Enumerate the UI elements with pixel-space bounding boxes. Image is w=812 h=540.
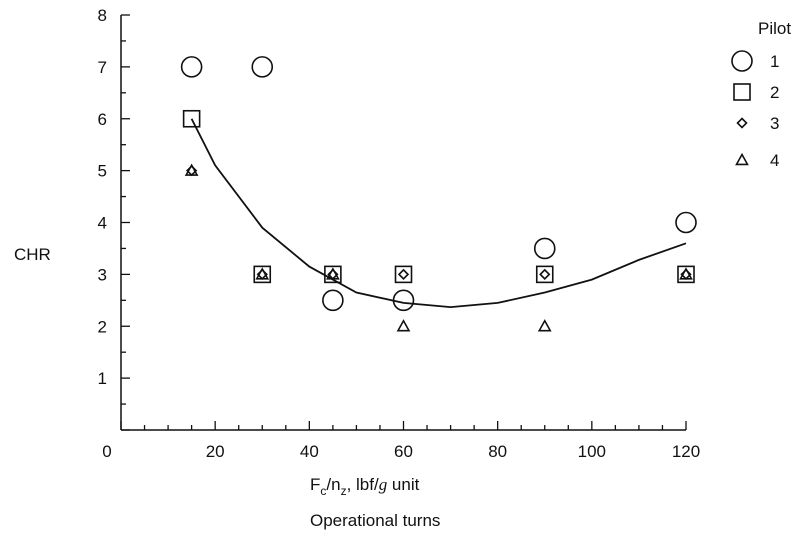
legend-marker-diamond [736,117,748,129]
legend-label: 3 [770,114,779,133]
data-point-pilot-1 [533,237,556,260]
y-tick-label: 8 [98,6,107,25]
data-points-layer [180,56,697,332]
x-tick-label: 20 [206,442,225,461]
data-point-pilot-2 [394,265,413,284]
data-point-pilot-4 [326,267,340,280]
fit-curve [190,118,687,309]
x-tick-label: 40 [300,442,319,461]
legend: Pilot 1 2 3 4 [731,19,791,170]
data-point-pilot-4 [184,163,199,176]
data-point-pilot-1 [180,56,203,78]
series-pilot-2 [182,109,695,284]
data-point-pilot-2 [253,265,272,284]
data-point-pilot-1 [675,211,697,234]
y-tick-label: 4 [98,214,107,233]
legend-item-pilot-4: 4 [735,151,779,170]
legend-label: 4 [770,151,779,170]
data-point-pilot-1 [392,289,415,312]
y-tick-label: 1 [98,369,107,388]
data-point-pilot-2 [535,265,554,284]
legend-label: 1 [770,52,779,71]
data-point-pilot-3 [397,268,410,281]
chart-caption: Operational turns [310,511,440,530]
fit-curve-layer [190,118,687,309]
legend-marker-triangle [735,152,749,166]
legend-item-pilot-2: 2 [733,83,779,102]
legend-title: Pilot [758,19,791,38]
legend-marker-square [733,83,751,101]
x-axis-label: Fc/nz, lbf/g unit [310,475,420,498]
x-tick-label: 120 [672,442,700,461]
y-tick-label: 2 [98,317,107,336]
x-tick-label: 80 [488,442,507,461]
y-tick-label: 7 [98,58,107,77]
series-pilot-1 [180,56,697,312]
data-point-pilot-2 [677,265,695,284]
data-point-pilot-2 [182,109,201,128]
y-tick-label: 6 [98,110,107,129]
data-point-pilot-1 [322,289,344,312]
data-point-pilot-4 [679,267,693,280]
data-point-pilot-4 [396,319,411,332]
data-point-pilot-4 [537,319,552,332]
x-tick-label: 100 [578,442,606,461]
y-axis-label: CHR [14,245,51,264]
series-pilot-4 [184,163,693,332]
y-tick-label: 5 [98,162,107,181]
y-tick-label: 3 [98,265,107,284]
series-pilot-3 [185,164,692,281]
data-point-pilot-1 [251,56,274,78]
legend-item-pilot-3: 3 [736,114,779,133]
data-point-pilot-4 [255,267,270,280]
legend-marker-circle [731,50,753,72]
legend-item-pilot-1: 1 [731,50,779,72]
x-tick-label: 0 [102,442,111,461]
data-point-pilot-3 [539,268,551,281]
legend-label: 2 [770,83,779,102]
x-tick-label: 60 [394,442,413,461]
data-point-pilot-2 [324,265,342,284]
